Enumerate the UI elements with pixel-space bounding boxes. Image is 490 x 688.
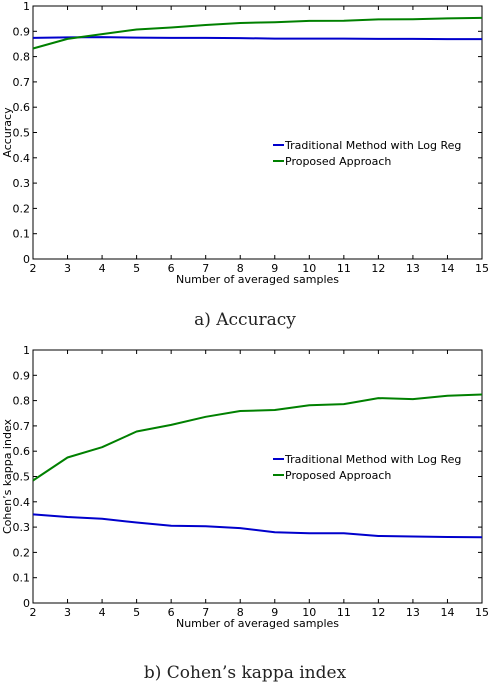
y-tick-label: 0.3 bbox=[13, 521, 31, 534]
y-tick-label: 0.6 bbox=[13, 101, 31, 114]
x-tick-label: 4 bbox=[99, 606, 106, 619]
x-tick-label: 7 bbox=[202, 606, 209, 619]
x-tick-label: 4 bbox=[99, 262, 106, 275]
x-axis-label: Number of averaged samples bbox=[176, 273, 339, 286]
accuracy-chart-panel: 0 0.1 0.2 0.3 0.4 0.5 0.6 0.7 0.8 0.9 1 2 3 4 5 6 7 8 9 10 1… bbox=[0, 0, 490, 300]
x-tick-label: 15 bbox=[475, 262, 489, 275]
legend-label-traditional: Traditional Method with Log Reg bbox=[284, 453, 461, 466]
x-tick-label: 2 bbox=[30, 606, 37, 619]
x-tick-label: 6 bbox=[168, 606, 175, 619]
legend-label-proposed: Proposed Approach bbox=[285, 155, 391, 168]
x-tick-label: 8 bbox=[237, 262, 244, 275]
x-tick-label: 6 bbox=[168, 262, 175, 275]
y-tick-label: 0.4 bbox=[13, 152, 31, 165]
series-line-traditional bbox=[32, 513, 483, 539]
x-tick-label: 14 bbox=[440, 262, 454, 275]
y-tick-label: 0.2 bbox=[13, 546, 31, 559]
accuracy-chart: 00.10.20.30.40.50.60.70.80.912 3 4 5 6 7 8 9 10 1… bbox=[1, 0, 489, 286]
y-tick-label: 0.1 bbox=[13, 228, 31, 241]
plot-frame bbox=[32, 349, 483, 604]
legend-label-traditional: Traditional Method with Log Reg bbox=[284, 139, 461, 152]
y-tick-label: 0.8 bbox=[13, 395, 31, 408]
series-line-traditional bbox=[32, 36, 482, 41]
y-tick-label: 0.4 bbox=[13, 496, 31, 509]
x-tick-label: 5 bbox=[133, 262, 140, 275]
x-tick-label: 5 bbox=[133, 606, 140, 619]
y-tick-label: 0 bbox=[23, 597, 30, 610]
series-line-proposed bbox=[32, 393, 483, 482]
plot-frame bbox=[32, 5, 483, 260]
y-tick-label: 0.7 bbox=[13, 76, 31, 89]
series-line-proposed bbox=[32, 16, 483, 50]
x-tick-label: 12 bbox=[371, 606, 385, 619]
x-tick-label: 10 bbox=[302, 262, 316, 275]
x-tick-label: 9 bbox=[271, 262, 278, 275]
y-tick-label: 0.6 bbox=[13, 445, 31, 458]
y-tick-label: 1 bbox=[23, 0, 30, 13]
x-tick-label: 3 bbox=[64, 606, 71, 619]
y-tick-label: 0.7 bbox=[13, 420, 31, 433]
x-tick-label: 13 bbox=[406, 262, 420, 275]
y-axis-label: Cohen’s kappa index bbox=[1, 418, 14, 534]
kappa-caption: b) Cohen’s kappa index bbox=[143, 663, 347, 683]
y-tick-label: 0 bbox=[23, 253, 30, 266]
y-tick-label: 0.5 bbox=[13, 127, 31, 140]
y-tick-label: 1 bbox=[23, 344, 30, 357]
x-tick-label: 11 bbox=[337, 262, 351, 275]
x-tick-label: 9 bbox=[271, 606, 278, 619]
y-tick-label: 0.9 bbox=[13, 369, 31, 382]
x-tick-label: 12 bbox=[371, 262, 385, 275]
y-axis-label: Accuracy bbox=[1, 107, 14, 158]
x-tick-label: 15 bbox=[475, 606, 489, 619]
x-tick-label: 14 bbox=[440, 606, 454, 619]
x-tick-label: 13 bbox=[406, 606, 420, 619]
x-tick-label: 3 bbox=[64, 262, 71, 275]
y-tick-label: 0.3 bbox=[13, 177, 31, 190]
x-tick-label: 10 bbox=[302, 606, 316, 619]
kappa-chart: 00.10.20.30.40.50.60.70.80.912 3 4 5 6 7 8 9 10 1… bbox=[1, 344, 489, 630]
y-tick-label: 0.8 bbox=[13, 51, 31, 64]
y-tick-label: 0.5 bbox=[13, 471, 31, 484]
y-tick-label: 0.1 bbox=[13, 572, 31, 585]
x-tick-label: 2 bbox=[30, 262, 37, 275]
legend-label-proposed: Proposed Approach bbox=[285, 469, 391, 482]
y-tick-label: 0.2 bbox=[13, 202, 31, 215]
x-tick-label: 11 bbox=[337, 606, 351, 619]
x-tick-label: 7 bbox=[202, 262, 209, 275]
y-tick-label: 0.9 bbox=[13, 25, 31, 38]
accuracy-caption: a) Accuracy bbox=[194, 310, 296, 330]
x-axis-label: Number of averaged samples bbox=[176, 617, 339, 630]
x-tick-label: 8 bbox=[237, 606, 244, 619]
kappa-chart-panel: 0 0.1 0.2 0.3 0.4 0.5 0.6 0.7 0.8 0.9 1 2 3 4 5 6 7 8 9 10 1… bbox=[0, 344, 490, 644]
